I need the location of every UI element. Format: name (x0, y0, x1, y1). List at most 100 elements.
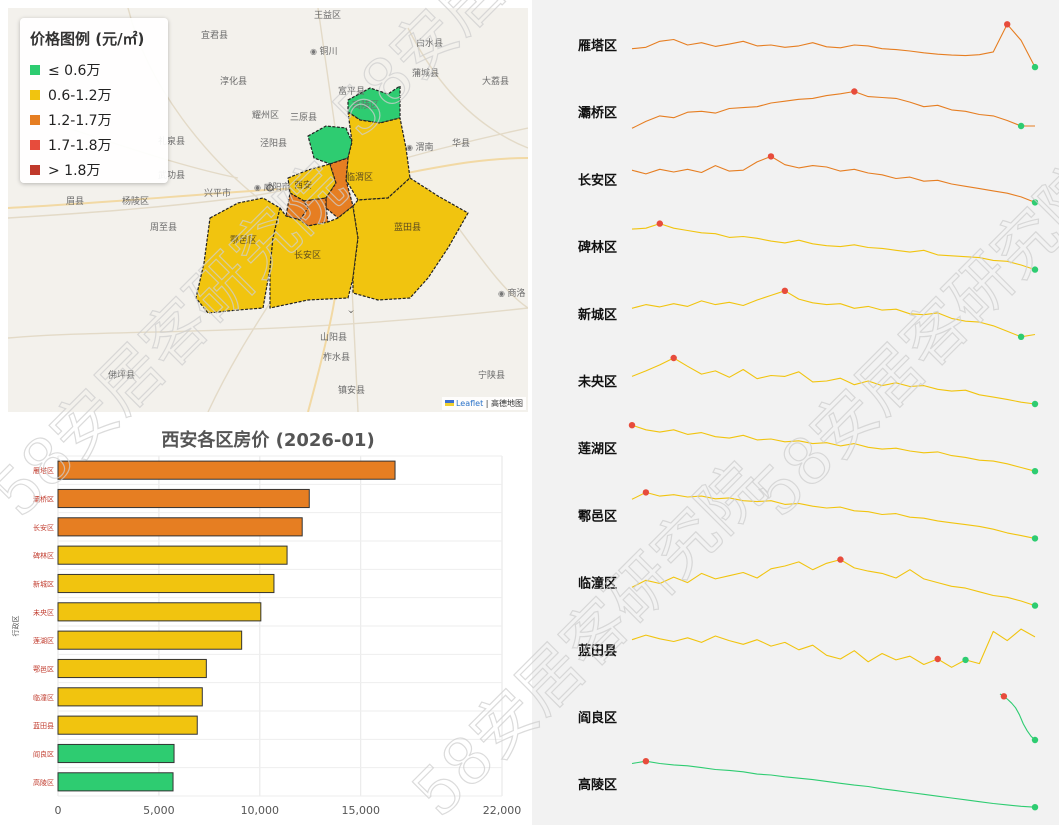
bar (57, 715, 198, 735)
sparkline-max-dot (1000, 693, 1008, 700)
y-axis-label: 行政区 (11, 616, 20, 637)
legend-swatch (30, 65, 40, 75)
district-label: 蓝田县 (394, 223, 422, 233)
sparkline-label: 蓝田县 (578, 643, 617, 659)
sparkline-min-dot (962, 656, 969, 664)
sparkline-label: 长安区 (578, 172, 617, 188)
bar-chart: 0 5,000 10,000 15,000 22,000 雁塔区灞桥区长安区碑林区新城区未… (11, 455, 522, 817)
sparkline-row: 临潼区 (578, 556, 1039, 609)
sparkline-min-dot (1031, 602, 1039, 609)
sparkline-path (631, 155, 1036, 203)
place-label: 白水县 (416, 39, 444, 49)
sparkline-row: 雁塔区 (578, 21, 1039, 71)
sparkline-max-dot (628, 422, 636, 429)
y-tick-label: 未央区 (33, 608, 54, 617)
place-label: 周至县 (150, 223, 178, 233)
sparkline-label: 灞桥区 (578, 105, 617, 121)
bar (57, 743, 175, 764)
legend-label: ≤ 0.6万 (48, 63, 101, 79)
bar-chart-title: 西安各区房价 (2026-01) (161, 430, 375, 451)
sparkline-path (631, 290, 1036, 338)
sparkline-row: 高陵区 (578, 758, 1039, 811)
sparkline-path (631, 491, 1036, 539)
district-label: 鄠邑区 (230, 236, 258, 246)
place-label: 泾阳县 (260, 139, 288, 149)
sparkline-max-dot (656, 220, 663, 227)
x-tick-label: 0 (55, 804, 62, 817)
sparkline-max-dot (851, 88, 858, 95)
place-label: 柞水县 (323, 353, 351, 363)
sparkline-min-dot (1031, 804, 1039, 811)
bar-chart-panel: 西安各区房价 (2026-01) 0 5,000 10,000 15,000 22,00… (8, 418, 528, 823)
x-gridlines (57, 455, 503, 797)
bar (57, 460, 396, 480)
y-tick-label: 高陵区 (33, 778, 54, 787)
sparkline-label: 鄠邑区 (578, 508, 617, 524)
legend-item: > 1.8万 (30, 160, 100, 180)
place-label: 咸阳市 (254, 180, 291, 193)
place-label: 商洛 (498, 286, 526, 299)
sparkline-max-dot (767, 153, 775, 160)
sparkline-path (631, 23, 1036, 68)
sparkline-min-dot (1031, 736, 1039, 744)
place-label: 武功县 (158, 171, 186, 181)
sparkline-label: 碑林区 (578, 240, 617, 256)
legend-swatch (30, 140, 40, 150)
legend-label: > 1.8万 (48, 163, 101, 179)
y-tick-label: 雁塔区 (33, 466, 54, 475)
sparkline-label: 临潼区 (578, 576, 617, 592)
sparkline-label: 未央区 (577, 374, 617, 390)
district-label: 长安区 (294, 251, 322, 261)
bar (57, 488, 310, 509)
y-tick-label: 灞桥区 (33, 495, 54, 504)
y-tick-label: 新城区 (33, 580, 54, 589)
sparkline-row: 新城区 (578, 287, 1036, 340)
sparkline-path (631, 90, 1035, 129)
legend-label: 1.7-1.8万 (48, 138, 112, 154)
y-tick-label: 鄠邑区 (33, 665, 54, 674)
sparkline-label: 新城区 (578, 307, 617, 323)
legend-swatch (30, 90, 40, 100)
price-legend: 价格图例 (元/㎡) ≤ 0.6万 0.6-1.2万 1.2-1.7万 1.7-… (20, 18, 168, 183)
trend-sparklines-panel: 雁塔区 灞桥区 长安区 碑林区 新城区 未央区 莲湖区 鄠邑区 临潼区 蓝田县 阎良区 高陵区 (532, 0, 1059, 825)
legend-item: 0.6-1.2万 (30, 85, 112, 105)
place-label: 宁陕县 (478, 371, 506, 381)
legend-label: 1.2-1.7万 (48, 113, 112, 129)
sparkline-row: 未央区 (577, 354, 1039, 408)
sparkline-min-dot (1031, 199, 1039, 206)
sparkline-label: 高陵区 (578, 777, 617, 793)
place-label: 三原县 (290, 113, 318, 123)
x-tick-label: 15,000 (341, 804, 380, 817)
x-tick-label: 22,000 (483, 804, 522, 817)
sparkline-min-dot (1017, 122, 1025, 130)
sparkline-path (631, 559, 1036, 607)
place-label: 王益区 (314, 11, 342, 21)
bar (57, 687, 203, 707)
leaflet-link[interactable]: Leaflet (455, 399, 484, 408)
y-tick-label: 碑林区 (33, 551, 54, 560)
legend-item: 1.7-1.8万 (30, 135, 112, 155)
sparkline-max-dot (642, 489, 650, 496)
sparkline-min-dot (1031, 266, 1039, 273)
legend-swatch (30, 165, 40, 175)
sparkline-min-dot (1017, 333, 1025, 340)
sparkline-max-dot (1004, 21, 1011, 28)
sparkline-row: 长安区 (578, 153, 1039, 206)
sparkline-row: 阎良区 (578, 693, 1039, 744)
place-label: 兴平市 (204, 189, 232, 199)
legend-swatch (30, 115, 40, 125)
place-label: 大荔县 (482, 77, 510, 87)
sparkline-path (631, 424, 1036, 472)
legend-label: 0.6-1.2万 (48, 88, 112, 104)
map-canvas[interactable] (8, 8, 528, 412)
district-price-map[interactable]: 王益区 铜川 宜君县 白水县 淳化县 蒲城县 大荔县 富平县 高陵区 三原县 耀… (8, 8, 528, 412)
bar (57, 630, 243, 650)
x-tick-label: 5,000 (143, 804, 175, 817)
bar (57, 517, 303, 537)
sparkline-max-dot (670, 354, 677, 362)
sparkline-label: 阎良区 (578, 710, 617, 726)
sparkline-min-dot (1031, 535, 1039, 542)
sparkline-min-dot (1031, 400, 1039, 408)
sparkline-min-dot (1031, 63, 1039, 71)
